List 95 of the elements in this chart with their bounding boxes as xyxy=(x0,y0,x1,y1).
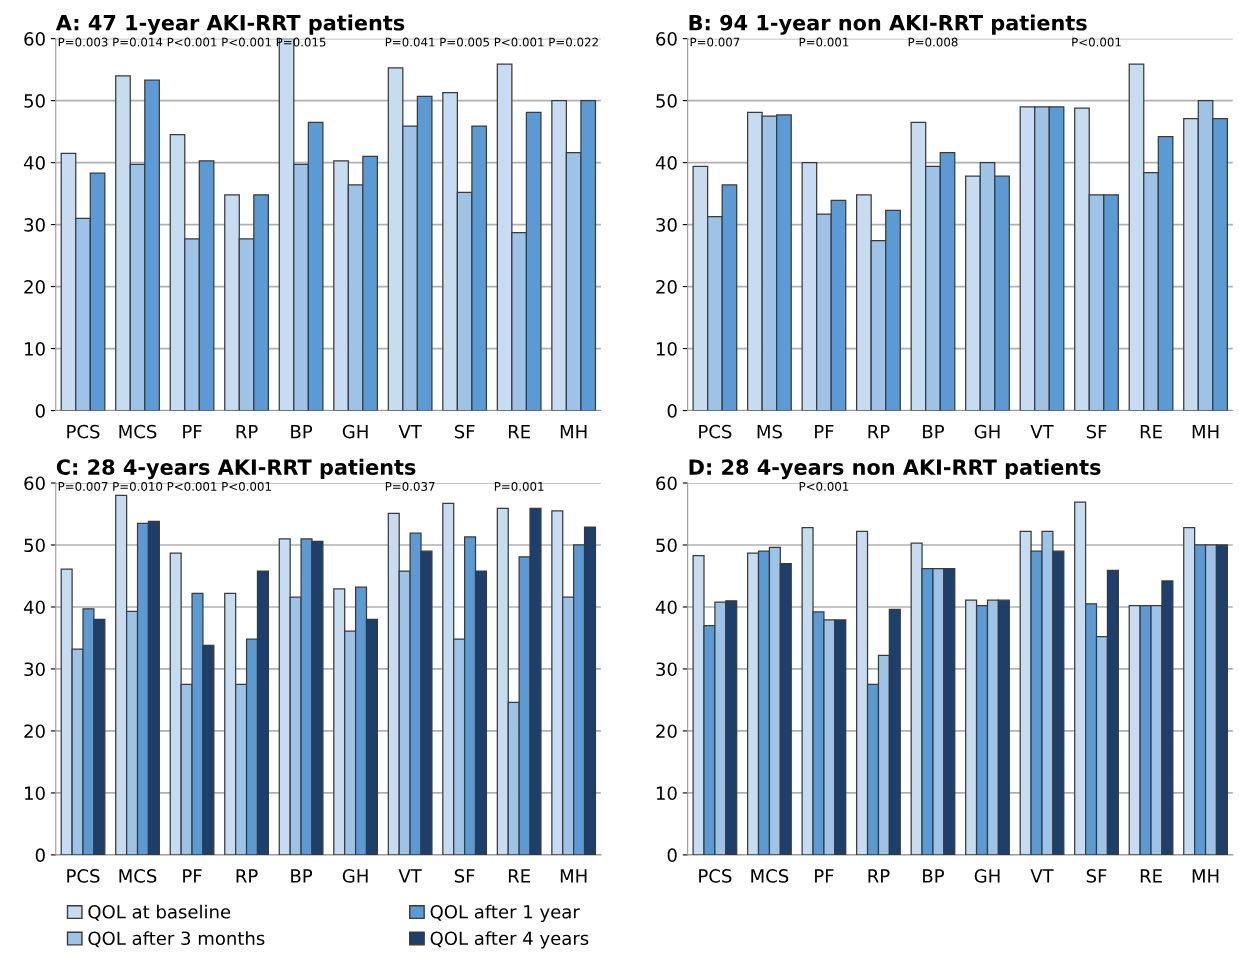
x-tick-label: VT xyxy=(398,869,422,883)
x-tick-label: PF xyxy=(815,424,834,439)
x-tick-label: BP xyxy=(923,869,944,883)
legend-label: QOL at baseline xyxy=(88,904,231,921)
y-tick-label: 20 xyxy=(24,280,45,294)
x-tick-label: RP xyxy=(236,424,258,439)
x-tick-label: RP xyxy=(236,869,258,883)
x-tick-label: GH xyxy=(974,869,1000,883)
y-tick-label: 10 xyxy=(25,342,45,356)
y-tick-label: 60 xyxy=(24,32,45,46)
annotation: P<0.001 xyxy=(167,37,217,47)
annotation: P=0.037 xyxy=(385,481,435,491)
x-tick-label: MH xyxy=(1192,869,1219,883)
chart-title: A: 47 1-year AKI-RRT patients xyxy=(55,14,405,35)
x-tick-label: RP xyxy=(868,424,890,439)
x-tick-label: BP xyxy=(923,424,944,439)
y-tick-label: 60 xyxy=(656,32,677,46)
annotation: P<0.001 xyxy=(799,481,849,491)
x-tick-label: PCS xyxy=(699,869,732,883)
y-tick-label: 10 xyxy=(656,342,677,356)
y-tick-label: 60 xyxy=(656,476,677,491)
x-tick-label: GH xyxy=(342,424,368,439)
annotation: P=0.007 xyxy=(58,481,108,491)
x-tick-label: GH xyxy=(342,869,368,883)
annotation: P<0.001 xyxy=(167,481,217,491)
annotation: P=0.005 xyxy=(440,37,489,47)
y-tick-label: 50 xyxy=(24,538,45,553)
y-tick-label: 10 xyxy=(25,786,45,801)
legend-label: QOL after 4 years xyxy=(430,931,589,949)
annotation: P=0.022 xyxy=(549,37,598,47)
annotation: P=0.003 xyxy=(58,37,108,47)
x-tick-label: PCS xyxy=(699,424,732,439)
y-tick-label: 40 xyxy=(655,156,677,170)
y-tick-label: 30 xyxy=(24,218,45,232)
x-tick-label: PCS xyxy=(67,869,100,883)
y-tick-label: 50 xyxy=(24,94,45,108)
x-tick-label: VT xyxy=(1030,869,1054,883)
y-tick-label: 20 xyxy=(656,280,677,294)
y-tick-label: 50 xyxy=(656,538,677,553)
x-tick-label: MS xyxy=(757,424,782,439)
chart-title: B: 94 1-year non AKI-RRT patients xyxy=(689,14,1087,35)
annotation: P=0.001 xyxy=(799,37,849,47)
x-tick-label: BP xyxy=(291,869,313,883)
x-tick-label: PF xyxy=(183,424,202,439)
x-tick-label: PCS xyxy=(67,424,100,439)
y-tick-label: 0 xyxy=(667,404,677,418)
chart-title: C: 28 4-years AKI-RRT patients xyxy=(56,458,416,480)
y-tick-label: 30 xyxy=(24,662,45,677)
x-tick-label: GH xyxy=(974,424,1000,439)
x-tick-label: BP xyxy=(291,424,313,439)
chart-title: D: 28 4-years non AKI-RRT patients xyxy=(689,458,1101,480)
y-tick-label: 40 xyxy=(655,600,677,615)
x-tick-label: SF xyxy=(1086,424,1107,439)
y-tick-label: 40 xyxy=(23,156,45,170)
annotation: P=0.008 xyxy=(908,37,958,47)
x-tick-label: RE xyxy=(508,869,530,883)
x-tick-label: VT xyxy=(1030,424,1054,439)
x-tick-label: MCS xyxy=(119,869,157,883)
legend-label: QOL after 3 months xyxy=(88,931,265,948)
y-tick-label: 30 xyxy=(656,662,677,677)
x-tick-label: RE xyxy=(1140,424,1162,439)
x-tick-label: SF xyxy=(1086,869,1107,883)
x-tick-label: SF xyxy=(454,424,475,439)
x-tick-label: MH xyxy=(560,424,587,439)
x-tick-label: MH xyxy=(1192,424,1219,439)
annotation: P=0.007 xyxy=(690,37,740,47)
annotation: P<0.001 xyxy=(494,37,544,47)
y-tick-label: 20 xyxy=(656,724,677,739)
x-tick-label: MCS xyxy=(119,424,157,439)
annotation: P<0.001 xyxy=(222,481,271,491)
x-tick-label: MH xyxy=(560,869,587,883)
y-tick-label: 10 xyxy=(656,786,677,801)
x-tick-label: PF xyxy=(815,869,834,883)
annotation: P=0.014 xyxy=(113,37,163,47)
annotation: P<0.001 xyxy=(222,37,271,47)
y-tick-label: 0 xyxy=(35,404,45,418)
annotation: P=0.010 xyxy=(113,481,163,491)
x-tick-label: RE xyxy=(1140,869,1162,883)
x-tick-label: MCS xyxy=(751,869,789,883)
x-tick-label: VT xyxy=(398,424,422,439)
x-tick-label: PF xyxy=(183,869,202,883)
y-tick-label: 30 xyxy=(656,218,677,232)
legend-label: QOL after 1 year xyxy=(430,904,580,923)
annotation: P<0.001 xyxy=(1072,37,1121,47)
annotation: P=0.001 xyxy=(494,481,544,491)
y-tick-label: 40 xyxy=(23,600,45,615)
y-tick-label: 60 xyxy=(24,476,45,491)
y-tick-label: 0 xyxy=(35,848,45,863)
annotation: P=0.041 xyxy=(385,37,435,47)
x-tick-label: RP xyxy=(868,869,890,883)
y-tick-label: 0 xyxy=(667,848,677,863)
x-tick-label: RE xyxy=(508,424,530,439)
y-tick-label: 50 xyxy=(656,94,677,108)
x-tick-label: SF xyxy=(454,869,475,883)
y-tick-label: 20 xyxy=(24,724,45,739)
